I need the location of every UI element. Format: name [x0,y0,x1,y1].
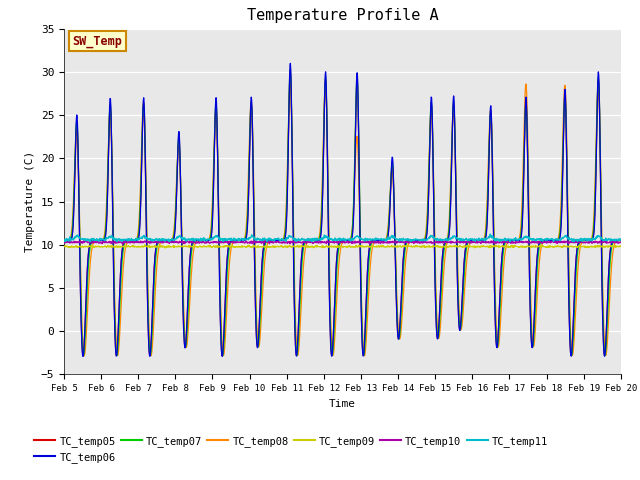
TC_temp10 [552,240,559,245]
TC_temp07 [502,239,510,244]
TC_temp10 [617,240,625,245]
TC_temp11 [184,237,191,242]
TC_temp09 [617,243,625,249]
TC_temp05 [79,353,87,359]
TC_temp10 [246,240,254,246]
TC_temp08 [522,81,530,87]
TC_temp10 [429,240,437,246]
TC_temp11 [570,239,578,245]
TC_temp07 [617,238,625,243]
TC_temp10 [128,238,136,243]
TC_temp11 [486,231,494,237]
TC_temp05 [502,238,510,243]
TC_temp06 [184,289,192,295]
TC_temp10 [60,239,68,245]
TC_temp07 [60,238,68,243]
Line: TC_temp05: TC_temp05 [64,72,621,356]
TC_temp05 [60,238,68,243]
TC_temp09 [141,242,148,248]
Line: TC_temp07: TC_temp07 [64,69,621,356]
TC_temp09 [247,243,255,249]
TC_temp11 [429,235,436,240]
TC_temp09 [172,243,179,249]
Line: TC_temp06: TC_temp06 [64,63,621,357]
TC_temp08 [617,238,625,243]
TC_temp05 [552,238,559,243]
Y-axis label: Temperature (C): Temperature (C) [25,151,35,252]
TC_temp06 [287,60,294,66]
TC_temp05 [617,238,625,243]
TC_temp10 [502,239,510,244]
TC_temp06 [79,354,87,360]
Line: TC_temp11: TC_temp11 [64,234,621,242]
TC_temp09 [185,244,193,250]
TC_temp06 [171,231,179,237]
TC_temp05 [287,69,294,75]
Text: SW_Temp: SW_Temp [72,35,122,48]
Legend: TC_temp05, TC_temp06, TC_temp07, TC_temp08, TC_temp09, TC_temp10, TC_temp11: TC_temp05, TC_temp06, TC_temp07, TC_temp… [30,432,552,467]
TC_temp09 [429,243,437,249]
Line: TC_temp09: TC_temp09 [64,245,621,248]
TC_temp11 [551,237,559,242]
TC_temp07 [79,353,87,359]
Line: TC_temp10: TC_temp10 [64,240,621,244]
TC_temp08 [429,154,437,160]
TC_temp08 [60,238,68,243]
TC_temp08 [171,219,179,225]
TC_temp05 [429,187,437,192]
TC_temp06 [246,109,254,115]
TC_temp10 [184,239,192,245]
Line: TC_temp08: TC_temp08 [64,84,621,356]
TC_temp07 [184,304,192,310]
TC_temp11 [170,238,178,243]
TC_temp08 [246,105,254,111]
TC_temp09 [502,243,510,249]
TC_temp10 [171,240,179,245]
TC_temp06 [552,238,559,243]
TC_temp07 [171,225,179,231]
TC_temp06 [502,238,510,243]
TC_temp08 [184,327,192,333]
TC_temp11 [246,235,254,241]
TC_temp05 [246,114,254,120]
TC_temp10 [286,241,294,247]
TC_temp07 [287,66,294,72]
TC_temp07 [429,179,437,185]
Title: Temperature Profile A: Temperature Profile A [246,9,438,24]
TC_temp07 [552,238,559,243]
TC_temp09 [161,245,169,251]
TC_temp05 [171,229,179,235]
TC_temp11 [60,238,68,244]
TC_temp11 [502,238,509,244]
TC_temp07 [246,109,254,115]
TC_temp06 [429,189,437,194]
X-axis label: Time: Time [329,399,356,408]
TC_temp11 [617,237,625,243]
TC_temp08 [502,245,509,251]
TC_temp06 [60,238,68,243]
TC_temp08 [80,353,88,359]
TC_temp09 [60,243,68,249]
TC_temp05 [184,289,192,295]
TC_temp06 [617,238,625,243]
TC_temp08 [552,238,559,243]
TC_temp09 [552,243,559,249]
